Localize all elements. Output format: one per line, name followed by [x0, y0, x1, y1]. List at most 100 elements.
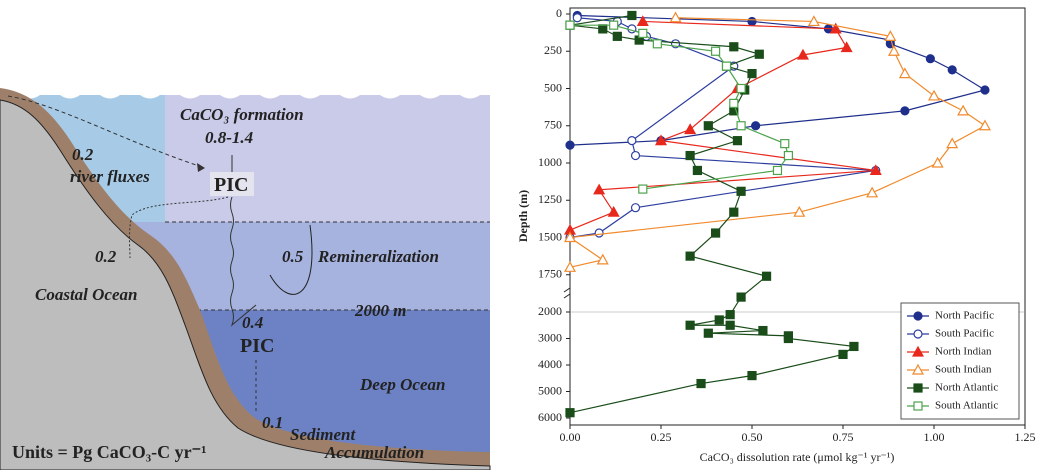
- y-tick-label: 4000: [538, 357, 562, 371]
- marker: [849, 341, 859, 352]
- label: 0.5: [282, 247, 304, 266]
- marker: [758, 325, 768, 336]
- x-tick-label: 0.25: [651, 430, 672, 444]
- marker: [783, 150, 794, 161]
- marker: [652, 39, 662, 49]
- y-axis-label: Depth (m): [516, 190, 530, 242]
- marker: [729, 42, 739, 52]
- label: PIC: [214, 174, 248, 196]
- marker: [946, 137, 959, 149]
- marker: [627, 10, 637, 21]
- plot-frame: [569, 7, 1026, 426]
- label: CaCO₃ formation: [180, 105, 304, 124]
- river-arrow: [7, 95, 206, 169]
- marker: [593, 183, 606, 195]
- label: 0.1: [262, 413, 283, 432]
- label: Sediment: [290, 425, 356, 444]
- legend-marker: [913, 383, 923, 393]
- y-tick-label: 5000: [538, 383, 562, 397]
- marker: [829, 22, 842, 34]
- marker: [838, 349, 848, 359]
- land: [0, 99, 491, 470]
- label: 2000 m: [354, 301, 406, 320]
- marker: [980, 85, 990, 95]
- marker: [927, 89, 941, 101]
- legend-marker: [911, 363, 925, 375]
- series-line: [569, 20, 876, 231]
- marker: [638, 28, 648, 38]
- x-tick-label: 0.50: [742, 430, 763, 444]
- marker: [729, 98, 739, 109]
- marker: [572, 13, 582, 23]
- marker: [796, 48, 809, 60]
- marker: [736, 83, 746, 94]
- marker: [761, 271, 772, 281]
- marker: [607, 205, 620, 217]
- marker: [636, 15, 649, 27]
- marker: [793, 205, 806, 217]
- marker: [563, 231, 577, 243]
- marker: [925, 54, 935, 64]
- marker: [869, 164, 882, 176]
- marker: [669, 11, 682, 23]
- label: 0.8-1.4: [205, 128, 253, 147]
- marker: [807, 15, 820, 27]
- y-tick-label: 750: [544, 118, 562, 132]
- marker: [638, 184, 648, 194]
- marker: [654, 134, 668, 146]
- marker: [751, 121, 761, 131]
- marker: [866, 186, 879, 198]
- marker: [725, 310, 735, 320]
- marker: [696, 378, 706, 389]
- x-tick-label: 0.75: [833, 430, 854, 444]
- axis-break: [563, 287, 571, 299]
- marker: [612, 31, 622, 41]
- marker: [565, 20, 575, 30]
- marker: [563, 261, 577, 272]
- marker: [732, 136, 743, 146]
- marker: [772, 165, 783, 176]
- marker: [747, 68, 757, 79]
- label: river fluxes: [70, 167, 150, 186]
- marker: [627, 136, 637, 146]
- marker: [898, 67, 911, 79]
- marker: [747, 16, 757, 27]
- export-arrow: [230, 196, 257, 327]
- legend-marker: [913, 401, 923, 411]
- label: Coastal Ocean: [35, 285, 137, 304]
- legend-label: North Indian: [935, 346, 992, 358]
- marker: [685, 320, 695, 330]
- y-tick-label: 1750: [538, 267, 562, 281]
- legend-label: South Indian: [935, 364, 992, 376]
- y-tick-label: 3000: [538, 330, 562, 344]
- y-tick-label: 1500: [538, 229, 562, 243]
- marker: [783, 333, 794, 344]
- label: 0.2: [95, 247, 117, 266]
- marker: [747, 371, 757, 381]
- y-tick-label: 250: [544, 43, 562, 57]
- y-tick-label: 1250: [538, 192, 562, 206]
- marker: [947, 65, 957, 75]
- marker: [729, 207, 739, 217]
- arrowhead: [197, 163, 205, 172]
- legend-label: North Pacific: [935, 310, 994, 322]
- marker: [736, 121, 746, 131]
- units: Units = Pg CaCO₃-C yr⁻¹: [12, 442, 207, 462]
- marker: [565, 140, 575, 150]
- marker: [721, 61, 732, 71]
- x-tick-label: 0.00: [560, 430, 581, 444]
- label: 0.2: [72, 145, 94, 164]
- marker: [887, 45, 900, 56]
- marker: [714, 315, 724, 325]
- marker: [978, 119, 991, 131]
- x-axis-label: CaCO₃ dissolution rate (μmol kg⁻¹ yr⁻¹): [700, 450, 895, 464]
- marker: [630, 150, 641, 161]
- wave-top: [0, 80, 490, 99]
- y-tick-label: 1000: [538, 155, 562, 169]
- marker: [703, 328, 713, 338]
- marker: [565, 408, 575, 418]
- marker: [725, 320, 735, 330]
- series-line: [569, 14, 987, 146]
- legend-label: South Pacific: [935, 328, 994, 340]
